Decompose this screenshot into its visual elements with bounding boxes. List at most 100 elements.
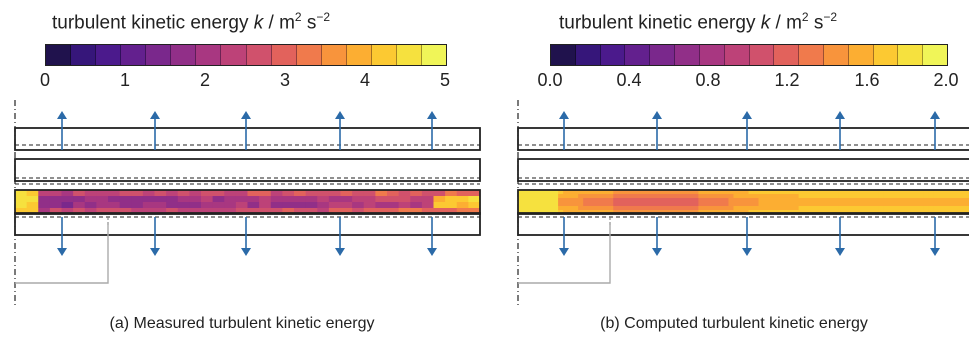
field-cell [683,190,689,195]
field-cell [903,194,910,199]
field-cell [878,198,885,203]
field-cell [568,190,574,195]
field-cell [723,190,730,195]
field-cell [598,194,604,199]
field-cell [913,206,920,211]
field-cell [588,194,594,199]
field-cell [763,194,770,199]
field-cell [573,194,579,199]
field-cell [352,202,365,209]
field-cell [813,206,820,211]
colorbar-tick: 0 [39,70,51,90]
colorbar-segment [71,45,97,65]
flow-arrows [57,111,437,256]
field-cell [573,198,579,203]
flow-arrows [559,111,940,256]
field-cell [828,194,835,199]
field-cell [108,190,121,197]
field-cell [201,196,214,203]
field-cell [808,198,815,203]
field-cell [375,208,388,215]
field-cell [189,190,202,197]
field-cell [723,206,730,211]
field-cell [728,206,735,211]
field-cell [833,202,840,207]
field-cell [808,206,815,211]
field-cell [583,190,589,195]
field-cell [923,198,930,203]
field-cell [608,194,614,199]
field-cell [538,206,544,211]
field-cell [778,198,785,203]
field-cell [573,202,579,207]
field-cell [953,206,960,211]
field-cell [718,206,725,211]
field-cell [598,206,604,211]
field-cell [518,206,524,211]
field-cell [638,206,644,211]
field-cell [653,202,659,207]
field-cell [638,198,644,203]
field-cell [903,202,910,207]
field-cell [838,206,845,211]
field-cell [189,208,202,215]
field-cell [628,198,634,203]
field-cell [648,190,654,195]
field-cell [177,202,190,209]
field-cell [533,206,539,211]
field-cell [363,196,376,203]
field-cell [833,198,840,203]
field-cell [818,194,825,199]
field-cell [568,198,574,203]
field-cell [868,206,875,211]
field-cell [523,198,529,203]
field-cell [623,190,629,195]
field-cell [903,190,910,195]
field-cell [270,196,283,203]
field-cell [868,198,875,203]
field-cell [84,202,97,209]
field-cell [878,206,885,211]
field-cell [918,206,925,211]
field-cell [548,198,554,203]
field-cell [918,194,925,199]
field-cell [908,198,915,203]
field-cell [888,206,895,211]
field-cell [908,202,915,207]
field-cell [758,206,765,211]
field-cell [838,198,845,203]
field-cell [668,190,674,195]
field-cell [119,208,132,215]
field-cell [317,190,330,197]
field-cell [913,190,920,195]
field-cell [723,194,730,199]
field-cell [828,190,835,195]
field-cell [823,194,830,199]
field-cell [421,208,435,215]
field-cell [938,190,945,195]
field-cell [878,190,885,195]
field-cell [943,190,950,195]
field-cell [433,208,446,215]
colorbar-segment [96,45,122,65]
field-cell [838,202,845,207]
field-cell [518,194,524,199]
field-cell [803,206,810,211]
field-cell [518,198,524,203]
field-cell [938,206,945,211]
field-cell [410,208,423,215]
field-cell [888,198,895,203]
field-cell [247,202,260,209]
field-cell [618,194,624,199]
field-cell [703,194,710,199]
field-cell [410,202,423,209]
field-cell [563,202,569,207]
field-cell [873,190,880,195]
colorbar-segment [799,45,824,65]
field-cell [733,202,740,207]
field-cell [808,190,815,195]
field-cell [708,206,715,211]
colorbar-segment [600,45,626,65]
field-cell [748,206,755,211]
field-cell [778,202,785,207]
